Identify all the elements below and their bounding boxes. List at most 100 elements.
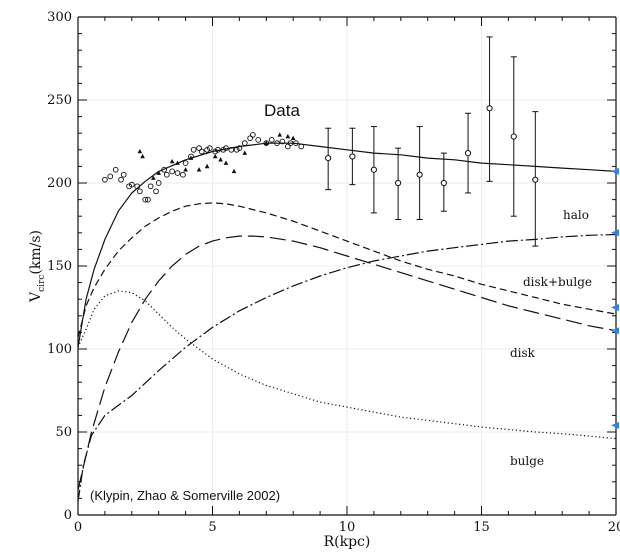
data-point-circle (241, 140, 248, 147)
data-point-circle (142, 196, 149, 203)
data-point-circle (190, 146, 197, 153)
y-axis-label-rest: (km/s) (28, 230, 44, 275)
binned-data-point (440, 179, 447, 187)
data-point-triangle (277, 132, 283, 137)
data-point-triangle (242, 150, 248, 155)
y-tick-label: 100 (47, 342, 72, 357)
data-point-circle (147, 183, 154, 190)
edge-marker (611, 229, 619, 237)
halo-annotation: halo (563, 208, 589, 222)
y-tick-label: 200 (47, 176, 72, 191)
binned-data-point (532, 176, 539, 183)
ticks-layer: 05101520050100150200250300 (47, 10, 620, 535)
data-point-triangle (196, 167, 202, 172)
data-point-circle (298, 143, 305, 150)
data-point-circle (196, 145, 202, 151)
binned-data-point (486, 105, 493, 112)
data-point-circle (153, 188, 159, 195)
disk-annotation: disk (510, 346, 536, 360)
data-point-circle (206, 145, 213, 151)
data-point-circle (293, 140, 299, 147)
data-point-triangle (188, 155, 194, 160)
data-point-triangle (285, 133, 291, 139)
data-point-triangle (231, 168, 237, 174)
y-tick-label: 50 (55, 425, 72, 440)
data-point-circle (118, 176, 124, 183)
edge-marker (611, 421, 619, 429)
data-point-circle (182, 160, 189, 166)
data-point-circle (137, 188, 143, 195)
data-point-triangle (137, 148, 143, 154)
data-point-triangle (183, 167, 188, 172)
x-tick-label: 5 (208, 520, 216, 535)
edge-marker (611, 304, 619, 311)
data-point-circle (247, 135, 254, 142)
x-tick-label: 0 (74, 520, 82, 535)
data-point-triangle (212, 153, 218, 159)
data-point-circle (102, 176, 108, 183)
x-tick-label: 10 (339, 520, 356, 535)
data-point-triangle (290, 135, 296, 140)
data-point-circle (145, 196, 151, 203)
points-layer (102, 36, 539, 247)
y-tick-label: 300 (47, 10, 72, 25)
data-point-circle (134, 183, 141, 190)
data-point-circle (161, 166, 167, 173)
data-point-circle (174, 170, 181, 176)
edge-marker (611, 167, 619, 175)
data-point-circle (284, 143, 291, 150)
data-point-triangle (151, 175, 156, 180)
data-point-circle (268, 136, 275, 143)
data-point-circle (215, 146, 221, 153)
binned-data-point (510, 133, 517, 140)
curve-halo (77, 233, 617, 502)
data-point-circle (112, 166, 119, 173)
data-point-triangle (218, 157, 223, 162)
gridlines-layer (77, 16, 617, 516)
y-tick-label: 0 (64, 508, 72, 523)
binned-data-point (395, 179, 402, 187)
x-tick-label: 15 (473, 520, 490, 535)
data-point-triangle (223, 160, 229, 165)
citation-annotation: (Klypin, Zhao & Somerville 2002) (90, 488, 280, 503)
data-point-circle (198, 148, 205, 155)
edge-marker (611, 327, 619, 335)
data-point-circle (274, 140, 280, 147)
curve-disk-bulge (77, 202, 617, 338)
x-tick-label: 20 (608, 520, 620, 535)
data-point-triangle (140, 153, 145, 159)
data-point-triangle (169, 158, 175, 164)
data-point-circle (180, 171, 186, 178)
data-point-circle (128, 181, 135, 188)
data-point-triangle (156, 170, 161, 175)
binned-data-point (349, 153, 356, 160)
data-point-triangle (264, 140, 269, 145)
data-point-circle (255, 136, 262, 143)
y-tick-label: 250 (47, 93, 72, 108)
y-tick-label: 150 (47, 259, 72, 274)
data-point-triangle (175, 160, 180, 165)
y-axis-label-sub: circ (37, 275, 47, 292)
curve-disk (77, 235, 617, 491)
binned-data-point (464, 150, 472, 157)
data-point-circle (163, 171, 170, 178)
binned-data-point (370, 166, 377, 173)
bulge-annotation: bulge (510, 454, 544, 468)
x-axis-label: R(kpc) (324, 534, 371, 550)
data-point-circle (223, 145, 229, 151)
data-point-circle (107, 173, 114, 180)
data-annotation: Data (264, 101, 300, 120)
y-axis-label-main: V (28, 291, 44, 303)
data-point-circle (279, 138, 286, 145)
data-point-circle (250, 132, 256, 138)
data-point-circle (287, 140, 294, 147)
data-point-circle (169, 168, 176, 175)
binned-data-point (325, 155, 332, 162)
edge-markers-layer (611, 167, 619, 429)
data-point-circle (228, 146, 235, 153)
data-point-triangle (204, 163, 210, 169)
binned-data-point (416, 171, 423, 178)
disk-bulge-annotation: disk+bulge (523, 275, 592, 289)
data-point-circle (155, 180, 162, 186)
